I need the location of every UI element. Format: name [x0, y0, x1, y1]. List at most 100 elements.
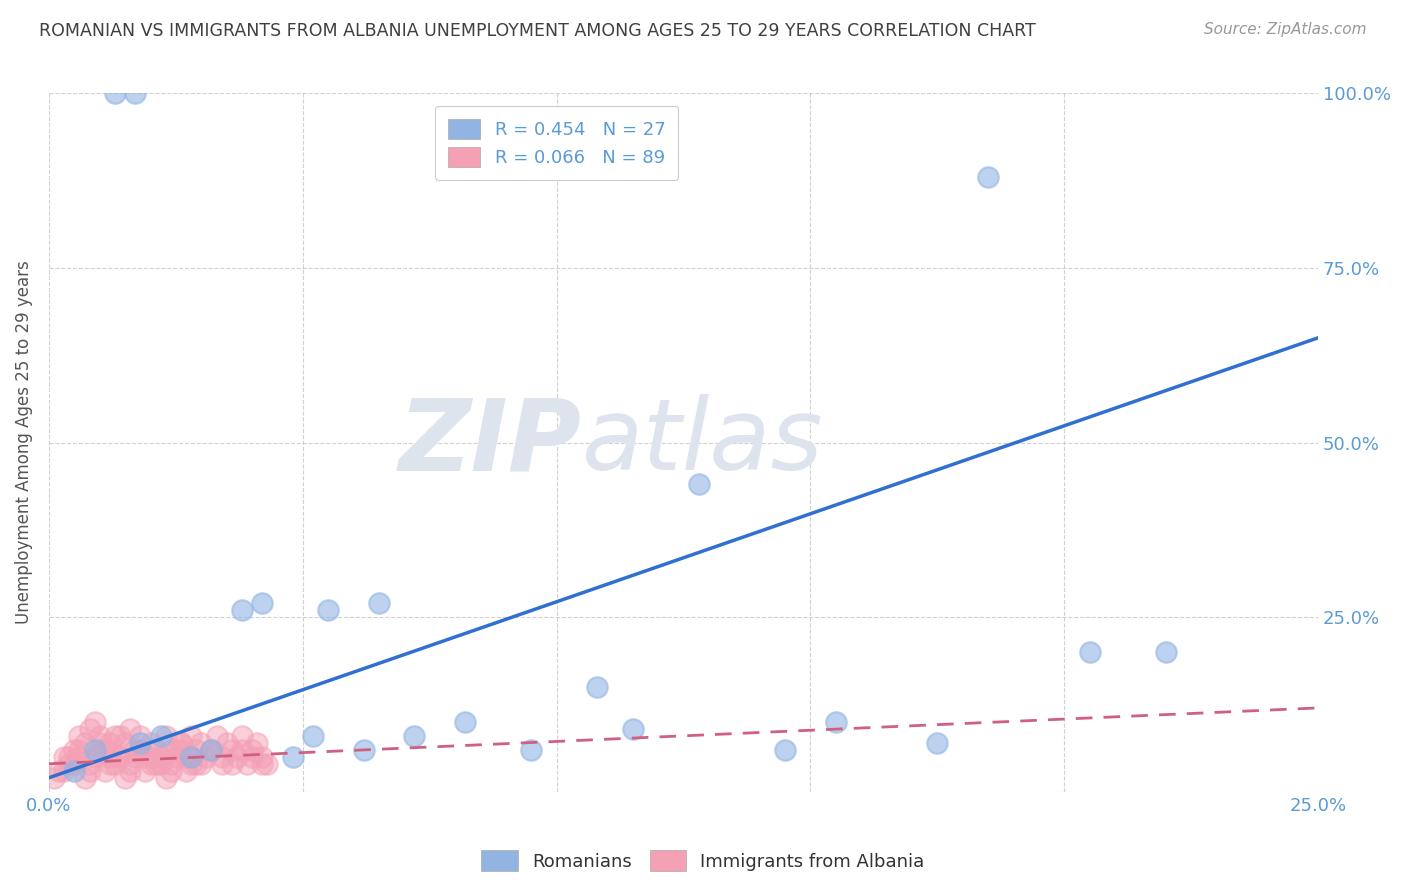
Point [94, 743, 117, 757]
Point [159, 743, 181, 757]
Point [205, 729, 228, 743]
Point [195, 749, 218, 764]
Point [927, 736, 949, 750]
Point [773, 743, 796, 757]
Text: Source: ZipAtlas.com: Source: ZipAtlas.com [1204, 22, 1367, 37]
Point [174, 764, 197, 778]
Point [1154, 645, 1177, 659]
Point [180, 729, 202, 743]
Point [89, 729, 111, 743]
Point [63, 743, 86, 757]
Point [1078, 645, 1101, 659]
Point [124, 743, 146, 757]
Point [83, 749, 105, 764]
Point [180, 756, 202, 771]
Point [200, 743, 222, 757]
Point [108, 729, 131, 743]
Point [215, 736, 238, 750]
Point [139, 756, 162, 771]
Text: ROMANIAN VS IMMIGRANTS FROM ALBANIA UNEMPLOYMENT AMONG AGES 25 TO 29 YEARS CORRE: ROMANIAN VS IMMIGRANTS FROM ALBANIA UNEM… [39, 22, 1036, 40]
Point [281, 749, 304, 764]
Point [149, 749, 172, 764]
Point [200, 743, 222, 757]
Point [302, 729, 325, 743]
Point [129, 729, 152, 743]
Point [42, 771, 65, 785]
Point [977, 170, 1000, 185]
Point [404, 729, 426, 743]
Point [250, 749, 273, 764]
Point [134, 764, 156, 778]
Point [180, 749, 202, 764]
Point [149, 749, 172, 764]
Point [63, 756, 86, 771]
Point [186, 743, 208, 757]
Point [221, 756, 243, 771]
Point [190, 736, 212, 750]
Text: atlas: atlas [582, 394, 824, 491]
Point [67, 743, 90, 757]
Point [129, 743, 152, 757]
Point [621, 722, 644, 736]
Point [83, 743, 105, 757]
Point [53, 764, 76, 778]
Point [114, 771, 136, 785]
Point [250, 596, 273, 610]
Point [134, 749, 156, 764]
Y-axis label: Unemployment Among Ages 25 to 29 years: Unemployment Among Ages 25 to 29 years [15, 260, 32, 624]
Point [174, 749, 197, 764]
Point [63, 764, 86, 778]
Point [124, 749, 146, 764]
Point [170, 736, 193, 750]
Legend: Romanians, Immigrants from Albania: Romanians, Immigrants from Albania [474, 843, 932, 879]
Point [124, 87, 146, 101]
Point [211, 756, 233, 771]
Point [145, 756, 167, 771]
Point [79, 764, 101, 778]
Point [58, 749, 80, 764]
Point [186, 756, 208, 771]
Point [231, 603, 253, 617]
Point [165, 749, 187, 764]
Point [200, 743, 222, 757]
Point [108, 749, 131, 764]
Point [256, 756, 278, 771]
Point [67, 729, 90, 743]
Point [79, 722, 101, 736]
Point [231, 729, 253, 743]
Point [104, 756, 127, 771]
Point [98, 736, 121, 750]
Point [353, 743, 375, 757]
Point [170, 736, 193, 750]
Point [114, 736, 136, 750]
Point [165, 743, 187, 757]
Point [48, 764, 70, 778]
Point [824, 714, 846, 729]
Point [221, 743, 243, 757]
Point [145, 743, 167, 757]
Point [159, 756, 181, 771]
Point [586, 680, 609, 694]
Point [149, 756, 172, 771]
Point [104, 729, 127, 743]
Point [180, 749, 202, 764]
Point [170, 743, 193, 757]
Point [316, 603, 339, 617]
Point [104, 87, 127, 101]
Point [250, 756, 273, 771]
Point [94, 764, 117, 778]
Point [139, 749, 162, 764]
Point [53, 749, 76, 764]
Point [368, 596, 391, 610]
Point [246, 736, 269, 750]
Point [83, 714, 105, 729]
Point [120, 756, 142, 771]
Point [190, 756, 212, 771]
Point [129, 743, 152, 757]
Point [108, 749, 131, 764]
Point [225, 749, 247, 764]
Point [139, 736, 162, 750]
Point [155, 729, 177, 743]
Point [79, 756, 101, 771]
Legend: R = 0.454   N = 27, R = 0.066   N = 89: R = 0.454 N = 27, R = 0.066 N = 89 [434, 106, 678, 180]
